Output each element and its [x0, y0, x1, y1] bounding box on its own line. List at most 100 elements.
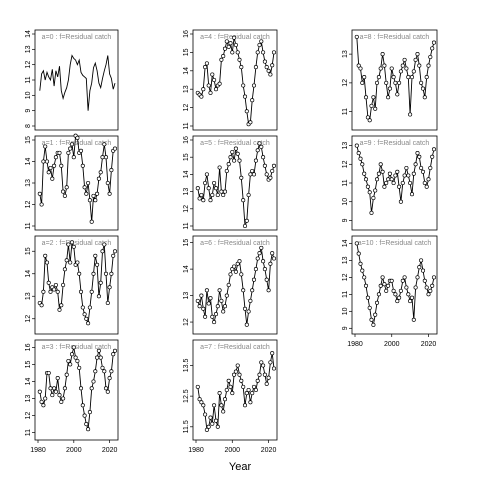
- data-point: [98, 170, 103, 175]
- y-tick-label: 10: [342, 198, 349, 206]
- data-point: [66, 242, 71, 247]
- data-point: [268, 72, 273, 77]
- data-point: [224, 387, 229, 393]
- data-point: [239, 378, 244, 383]
- data-point: [55, 289, 60, 294]
- panel-frame: [34, 339, 119, 441]
- data-point: [237, 372, 242, 377]
- panel-title: a=6 : f=Residual catch: [200, 240, 270, 247]
- data-point: [397, 184, 402, 189]
- y-tick-label: 15: [25, 247, 32, 255]
- data-point: [89, 386, 94, 391]
- data-point: [50, 176, 55, 181]
- data-point: [215, 424, 220, 429]
- data-point: [43, 144, 48, 149]
- data-point: [69, 142, 75, 147]
- data-point: [111, 253, 116, 258]
- data-point: [228, 155, 233, 160]
- data-point: [41, 159, 46, 164]
- data-point: [270, 168, 275, 174]
- data-point: [84, 191, 89, 196]
- data-point: [378, 66, 383, 71]
- data-point: [362, 171, 367, 176]
- data-point: [376, 171, 381, 176]
- data-point: [374, 80, 380, 85]
- data-point: [406, 75, 411, 80]
- data-point: [199, 192, 204, 198]
- data-point: [371, 95, 376, 100]
- data-point: [77, 271, 82, 276]
- data-point: [48, 165, 53, 171]
- x-tick-label: 2020: [421, 341, 437, 348]
- data-point: [426, 63, 431, 68]
- data-point: [75, 358, 80, 364]
- data-point: [41, 403, 46, 408]
- data-point: [203, 65, 208, 70]
- data-point: [210, 72, 215, 77]
- data-point: [52, 163, 57, 168]
- data-point: [417, 154, 422, 159]
- data-point: [389, 66, 394, 71]
- data-point: [413, 162, 418, 167]
- series-line: [39, 242, 116, 324]
- panel-frame: [192, 339, 278, 441]
- data-point: [105, 300, 110, 306]
- data-point: [356, 151, 361, 156]
- data-point: [87, 410, 92, 415]
- data-point: [37, 389, 42, 394]
- data-point: [199, 94, 204, 99]
- y-tick-label: 15: [183, 48, 190, 56]
- data-point: [204, 61, 209, 66]
- data-point: [78, 289, 84, 294]
- y-tick-label: 13: [342, 142, 349, 150]
- data-point: [411, 171, 416, 176]
- data-point: [228, 41, 233, 46]
- data-point: [270, 251, 275, 256]
- data-point: [402, 275, 407, 280]
- data-point: [75, 260, 80, 265]
- data-point: [102, 369, 107, 374]
- data-point: [262, 372, 267, 377]
- data-point: [68, 362, 73, 367]
- data-point: [360, 268, 365, 273]
- panel-title: a=8 : f=Residual catch: [360, 34, 430, 41]
- data-point: [360, 80, 365, 85]
- data-point: [242, 94, 248, 99]
- data-point: [387, 171, 392, 176]
- data-point: [262, 163, 267, 168]
- data-point: [358, 66, 363, 71]
- data-point: [362, 275, 367, 280]
- data-point: [84, 422, 89, 427]
- data-point: [107, 285, 112, 290]
- panel-frame: [192, 235, 278, 335]
- data-point: [230, 50, 235, 55]
- data-point: [105, 180, 110, 186]
- panel-2: a=2 : f=Residual catch 12 13 14 15: [25, 235, 119, 335]
- data-point: [415, 151, 420, 156]
- data-point: [233, 269, 238, 274]
- data-point: [95, 191, 100, 196]
- y-tick-label: 11: [342, 291, 349, 298]
- data-point: [87, 198, 92, 203]
- data-point: [213, 312, 219, 317]
- data-point: [244, 322, 249, 327]
- data-point: [246, 387, 251, 393]
- data-point: [57, 393, 62, 398]
- panel-title: a=1 : f=Residual catch: [42, 140, 112, 147]
- panel-frame: [34, 135, 119, 231]
- data-point: [253, 65, 258, 70]
- data-point: [53, 389, 58, 394]
- data-point: [251, 172, 257, 177]
- y-tick-label: 10: [25, 91, 32, 99]
- data-point: [257, 251, 262, 256]
- data-point: [197, 304, 202, 309]
- data-point: [195, 384, 200, 389]
- data-point: [91, 379, 96, 384]
- data-point: [424, 285, 429, 290]
- data-point: [201, 87, 206, 92]
- data-point: [251, 83, 257, 88]
- data-point: [398, 69, 403, 74]
- data-point: [420, 268, 426, 273]
- data-point: [212, 180, 217, 186]
